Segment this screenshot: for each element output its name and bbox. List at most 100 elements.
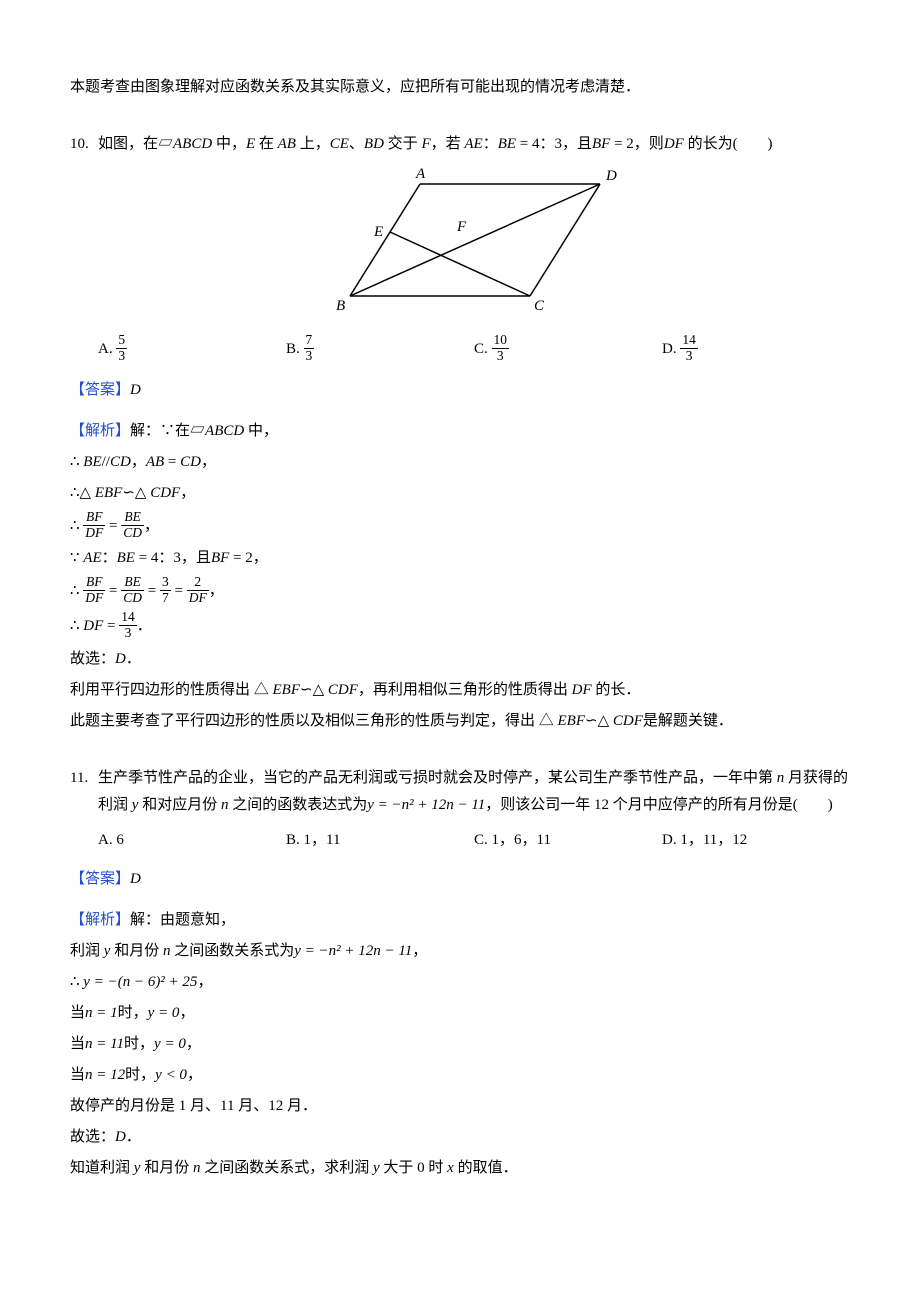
text: 和月份 bbox=[110, 943, 163, 959]
text: 上， bbox=[296, 136, 330, 152]
fraction: 73 bbox=[304, 333, 315, 364]
explain-line: 此题主要考查了平行四边形的性质以及相似三角形的性质与判定，得出 △ EBF∽△ … bbox=[70, 708, 850, 735]
q10: 10. 如图，在▱ABCD 中，E 在 AB 上，CE、BD 交于 F，若 AE… bbox=[70, 131, 850, 158]
text: = bbox=[164, 454, 180, 470]
q10-answer: 【答案】D bbox=[70, 377, 850, 404]
var: CE bbox=[330, 136, 349, 152]
q10-options: A. 53 B. 73 C. 103 D. 143 bbox=[98, 334, 850, 365]
text: 故选： bbox=[70, 1129, 115, 1145]
var: BE bbox=[498, 136, 516, 152]
text: 时， bbox=[124, 1036, 154, 1052]
text: 利用平行四边形的性质得出 △ bbox=[70, 682, 273, 698]
text: 中， bbox=[212, 136, 246, 152]
var: DF bbox=[664, 136, 684, 152]
text: ， bbox=[186, 1036, 201, 1052]
option-text: 6 bbox=[116, 832, 124, 848]
numerator: 14 bbox=[119, 610, 137, 626]
var: E bbox=[246, 136, 255, 152]
var: CD bbox=[110, 454, 131, 470]
denominator: CD bbox=[121, 526, 144, 541]
equation: y = 0 bbox=[154, 1036, 186, 1052]
text: 大于 0 时 bbox=[380, 1160, 448, 1176]
fraction: BFDF bbox=[83, 510, 105, 541]
text: ， bbox=[209, 583, 224, 599]
explain-line: 故选：D． bbox=[70, 646, 850, 673]
option-label: B. bbox=[286, 341, 300, 357]
var: BF bbox=[211, 550, 229, 566]
option-d: D. 1，11，12 bbox=[662, 827, 850, 854]
text: 之间的函数表达式为 bbox=[228, 797, 367, 813]
option-label: A. bbox=[98, 832, 113, 848]
q11-options: A. 6 B. 1，11 C. 1，6，11 D. 1，11，12 bbox=[98, 827, 850, 854]
numerator: 2 bbox=[187, 575, 209, 591]
svg-text:A: A bbox=[415, 166, 426, 182]
numerator: 3 bbox=[160, 575, 171, 591]
option-text: 1，6，11 bbox=[492, 832, 551, 848]
intro-note: 本题考查由图象理解对应函数关系及其实际意义，应把所有可能出现的情况考虑清楚． bbox=[70, 74, 850, 101]
text: // bbox=[102, 454, 110, 470]
option-label: B. bbox=[286, 832, 300, 848]
option-text: 1，11 bbox=[304, 832, 341, 848]
explain-line: 利润 y 和月份 n 之间函数关系式为y = −n² + 12n − 11， bbox=[70, 938, 850, 965]
explain-line: 当n = 12时，y < 0， bbox=[70, 1062, 850, 1089]
svg-text:C: C bbox=[534, 298, 545, 314]
fraction: BFDF bbox=[83, 575, 105, 606]
text: 当 bbox=[70, 1005, 85, 1021]
explain-line: ∴△ EBF∽△ CDF， bbox=[70, 480, 850, 507]
numerator: 5 bbox=[116, 333, 127, 349]
var: DF bbox=[83, 618, 103, 634]
text: = 2，则 bbox=[610, 136, 663, 152]
explain-line: ∴ y = −(n − 6)² + 25， bbox=[70, 969, 850, 996]
equation: y = −(n − 6)² + 25 bbox=[83, 974, 197, 990]
text: = 2， bbox=[229, 550, 267, 566]
equation: n = 11 bbox=[85, 1036, 124, 1052]
text: ． bbox=[126, 651, 141, 667]
denominator: 3 bbox=[304, 349, 315, 364]
text: 解：由题意知， bbox=[130, 912, 235, 928]
option-label: D. bbox=[662, 832, 677, 848]
fraction: 143 bbox=[680, 333, 698, 364]
answer-value: D bbox=[130, 382, 141, 398]
var: AE bbox=[464, 136, 482, 152]
text: ． bbox=[126, 1129, 141, 1145]
text: 利润 bbox=[70, 943, 104, 959]
option-text: 1，11，12 bbox=[680, 832, 747, 848]
equation: y = −n² + 12n − 11 bbox=[294, 943, 412, 959]
explain-line: 知道利润 y 和月份 n 之间函数关系式，求利润 y 大于 0 时 x 的取值． bbox=[70, 1155, 850, 1182]
text: 时， bbox=[125, 1067, 155, 1083]
text: 时， bbox=[118, 1005, 148, 1021]
text: 当 bbox=[70, 1036, 85, 1052]
denominator: 3 bbox=[116, 349, 127, 364]
q10-explain: 【解析】解：∵在▱ABCD 中， ∴ BE//CD，AB = CD， ∴△ EB… bbox=[70, 418, 850, 735]
text: ， bbox=[131, 454, 146, 470]
denominator: DF bbox=[187, 591, 209, 606]
explain-line: ∴ BE//CD，AB = CD， bbox=[70, 449, 850, 476]
var: F bbox=[421, 136, 430, 152]
option-b: B. 73 bbox=[286, 334, 474, 365]
text: ， bbox=[197, 974, 212, 990]
text: ， bbox=[144, 517, 159, 533]
text: ∽△ bbox=[122, 485, 150, 501]
text: ∴ bbox=[70, 618, 83, 634]
var: EBF bbox=[95, 485, 123, 501]
text: 是解题关键． bbox=[643, 713, 733, 729]
text: ： bbox=[102, 550, 117, 566]
text: 在 bbox=[255, 136, 278, 152]
var: CDF bbox=[613, 713, 643, 729]
numerator: 10 bbox=[492, 333, 510, 349]
text: ， bbox=[201, 454, 216, 470]
text: ∴ bbox=[70, 974, 83, 990]
explain-line: 当n = 1时，y = 0， bbox=[70, 1000, 850, 1027]
var: EBF bbox=[558, 713, 586, 729]
q10-number: 10. bbox=[70, 131, 98, 158]
text: ， bbox=[180, 485, 195, 501]
denominator: DF bbox=[83, 526, 105, 541]
text: 、 bbox=[349, 136, 364, 152]
text: 故选： bbox=[70, 651, 115, 667]
fraction: 2DF bbox=[187, 575, 209, 606]
var: AB bbox=[278, 136, 296, 152]
var: CD bbox=[180, 454, 201, 470]
numerator: 14 bbox=[680, 333, 698, 349]
var: ABCD bbox=[205, 423, 244, 439]
denominator: CD bbox=[121, 591, 144, 606]
